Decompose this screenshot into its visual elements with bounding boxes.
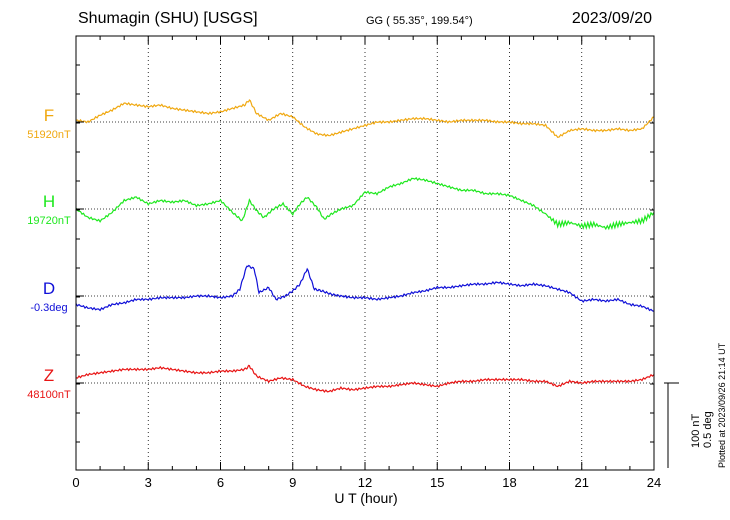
component-label-z: Z 48100nT [14, 367, 84, 402]
component-label-h: H 19720nT [14, 193, 84, 228]
component-label-d: D -0.3deg [14, 280, 84, 315]
series-line-h [75, 177, 655, 231]
station-title: Shumagin (SHU) [USGS] [78, 10, 258, 27]
x-tick-label: 18 [502, 475, 516, 490]
series-line-f [75, 99, 655, 138]
series-line-d [75, 264, 655, 312]
component-baseline: 51920nT [27, 129, 71, 141]
x-tick-label: 6 [217, 475, 224, 490]
component-letter: F [43, 106, 55, 125]
x-tick-label: 21 [575, 475, 589, 490]
component-letter: D [42, 279, 56, 298]
x-tick-labels: 0 3 6 9 12 15 18 21 24 [72, 475, 661, 490]
x-tick-label: 24 [647, 475, 661, 490]
component-baseline: 19720nT [27, 215, 71, 227]
geographic-coords: GG ( 55.35°, 199.54°) [366, 15, 473, 27]
scale-bar [664, 382, 679, 468]
scale-bar-label: 100 nT 0.5 deg [690, 411, 714, 448]
x-tick-label: 0 [72, 475, 79, 490]
component-label-f: F 51920nT [14, 107, 84, 142]
plot-date: 2023/09/20 [571, 10, 652, 27]
x-tick-label: 3 [145, 475, 152, 490]
baselines [76, 121, 654, 384]
x-axis-label: U T (hour) [334, 490, 397, 506]
component-baseline: 48100nT [27, 389, 71, 401]
scale-deg: 0.5 deg [702, 411, 714, 448]
component-baseline: -0.3deg [30, 302, 68, 314]
x-tick-label: 12 [358, 475, 372, 490]
scale-nt: 100 nT [690, 413, 702, 448]
component-letter: H [42, 192, 56, 211]
axis-ticks [75, 36, 655, 470]
series-line-z [75, 364, 655, 393]
component-letter: Z [43, 366, 55, 385]
plot-timestamp: Plotted at 2023/09/26 21:14 UT [717, 342, 727, 468]
x-tick-label: 9 [289, 475, 296, 490]
x-tick-label: 15 [430, 475, 444, 490]
series-lines [75, 99, 655, 393]
grid-lines [147, 36, 583, 470]
